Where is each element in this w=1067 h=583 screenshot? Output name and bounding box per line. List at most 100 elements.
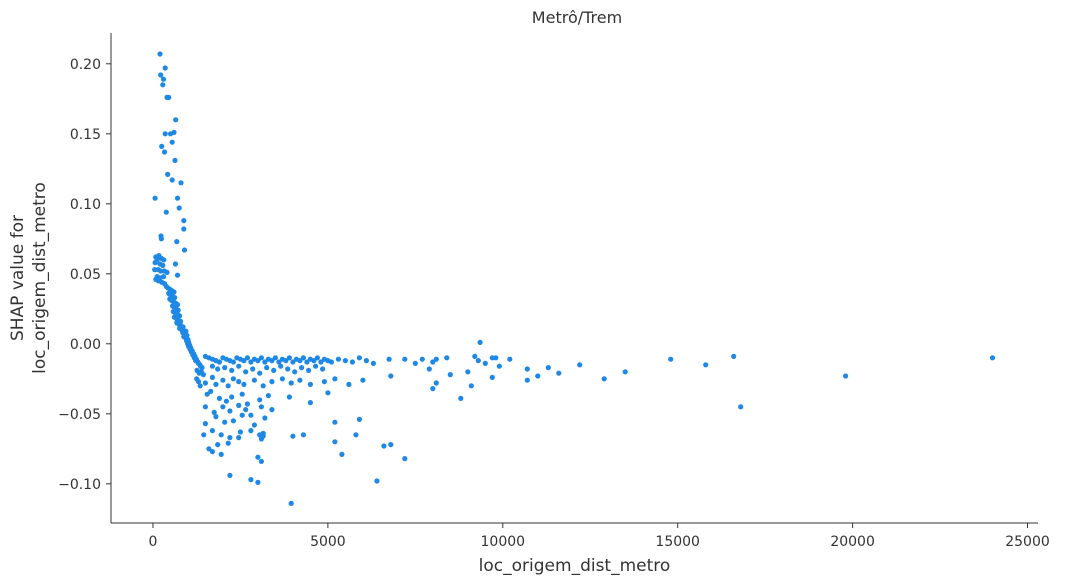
data-point: [181, 226, 187, 232]
data-point: [412, 360, 418, 366]
data-point: [225, 440, 231, 446]
data-point: [388, 373, 394, 379]
data-point: [402, 456, 408, 462]
data-point: [167, 131, 174, 137]
data-point: [236, 435, 242, 441]
data-point: [229, 367, 235, 373]
data-point: [152, 195, 158, 201]
data-point: [227, 435, 233, 441]
data-point: [163, 209, 169, 215]
data-point: [290, 359, 296, 365]
data-point: [213, 414, 219, 420]
data-point: [374, 478, 380, 484]
y-tick-label: −0.05: [58, 407, 101, 423]
data-point: [248, 428, 254, 434]
data-point: [160, 82, 166, 88]
data-point: [577, 362, 583, 368]
data-point: [216, 395, 222, 401]
data-point: [255, 454, 261, 460]
data-point: [171, 289, 177, 295]
data-point: [332, 419, 338, 425]
data-point: [475, 358, 481, 364]
data-point: [166, 94, 172, 100]
data-point: [236, 379, 242, 385]
data-point: [493, 355, 499, 361]
data-point: [202, 380, 208, 386]
data-point: [215, 366, 221, 372]
data-point: [356, 355, 362, 361]
data-point: [843, 373, 849, 379]
data-point: [290, 433, 296, 439]
data-point: [272, 355, 278, 361]
data-point: [200, 372, 206, 378]
data-point: [311, 358, 317, 364]
data-point: [314, 355, 320, 361]
y-tick-label: 0.15: [70, 127, 101, 143]
data-point: [288, 500, 294, 506]
data-point: [218, 451, 224, 457]
data-point: [482, 360, 488, 366]
x-axis-label: loc_origem_dist_metro: [479, 556, 671, 576]
data-point: [164, 269, 170, 275]
data-point: [162, 65, 168, 71]
data-point: [197, 383, 203, 389]
data-point: [209, 363, 215, 369]
data-point: [218, 432, 224, 438]
data-point: [204, 391, 210, 397]
data-point: [328, 359, 334, 365]
data-point: [346, 381, 352, 387]
data-point: [248, 359, 254, 365]
data-point: [402, 356, 408, 362]
data-point: [222, 419, 228, 425]
data-point: [430, 386, 436, 392]
data-point: [257, 397, 263, 403]
data-point: [181, 247, 188, 253]
data-point: [160, 262, 166, 268]
data-point: [622, 369, 628, 375]
data-point: [668, 356, 674, 362]
data-point: [286, 394, 292, 400]
data-point: [159, 143, 165, 149]
data-point: [360, 377, 366, 383]
data-point: [241, 381, 247, 387]
data-point: [269, 407, 275, 413]
data-point: [225, 383, 231, 389]
data-point: [201, 432, 207, 438]
x-tick-label: 5000: [310, 534, 346, 550]
data-point: [299, 365, 305, 371]
data-point: [419, 356, 425, 362]
data-point: [386, 356, 392, 362]
data-point: [477, 339, 483, 345]
data-point: [320, 366, 326, 372]
data-point: [260, 383, 266, 389]
data-point: [271, 367, 277, 373]
data-point: [160, 274, 167, 280]
data-point: [258, 458, 264, 464]
data-point: [241, 358, 247, 364]
data-point: [356, 416, 362, 422]
data-point: [731, 353, 737, 359]
data-point: [321, 379, 327, 385]
data-point: [332, 439, 338, 445]
data-point: [206, 446, 212, 452]
data-point: [262, 359, 268, 365]
y-tick-label: 0.20: [70, 57, 101, 73]
data-point: [306, 367, 312, 373]
data-point: [173, 117, 179, 123]
data-point: [176, 205, 182, 211]
data-point: [703, 362, 709, 368]
data-point: [243, 407, 249, 413]
data-point: [161, 149, 168, 155]
data-point: [172, 261, 178, 267]
data-point: [381, 443, 387, 449]
data-point: [174, 239, 180, 245]
data-point: [220, 404, 226, 410]
data-point: [250, 366, 256, 372]
data-point: [230, 418, 236, 424]
data-point: [279, 376, 285, 382]
data-point: [307, 400, 313, 406]
data-point: [447, 372, 453, 378]
data-point: [300, 432, 306, 438]
data-point: [297, 377, 303, 383]
